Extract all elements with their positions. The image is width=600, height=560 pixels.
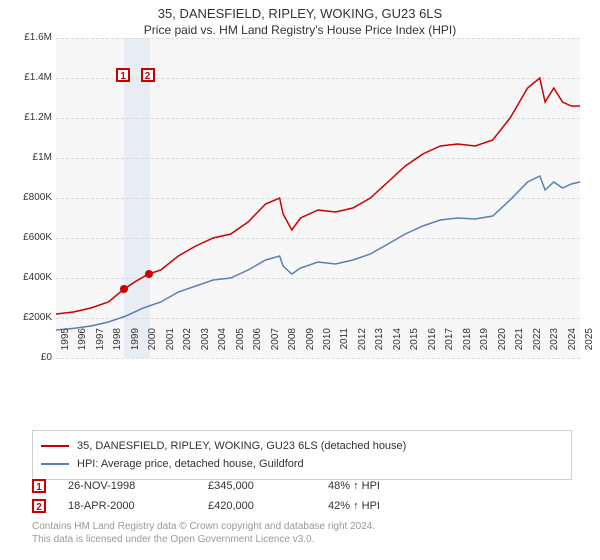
legend-label-hpi: HPI: Average price, detached house, Guil… [77, 455, 304, 473]
legend: 35, DANESFIELD, RIPLEY, WOKING, GU23 6LS… [32, 430, 572, 480]
legend-swatch-paid [41, 445, 69, 447]
sale-marker-icon: 2 [32, 499, 46, 513]
footer-line: This data is licensed under the Open Gov… [32, 533, 572, 546]
chart: £0£200K£400K£600K£800K£1M£1.2M£1.4M£1.6M… [0, 38, 600, 398]
sale-hpi: 48% ↑ HPI [328, 480, 438, 492]
sale-price: £420,000 [208, 500, 328, 512]
sale-date: 18-APR-2000 [68, 500, 208, 512]
y-axis-label: £600K [0, 232, 52, 243]
x-axis-label: 2008 [287, 328, 298, 362]
sale-price: £345,000 [208, 480, 328, 492]
y-axis-label: £1.2M [0, 112, 52, 123]
x-axis-label: 2023 [549, 328, 560, 362]
footer: Contains HM Land Registry data © Crown c… [32, 520, 572, 546]
x-axis-label: 2012 [357, 328, 368, 362]
x-axis-label: 2024 [567, 328, 578, 362]
sale-dot [120, 285, 128, 293]
x-axis-label: 1999 [130, 328, 141, 362]
y-axis-label: £1.4M [0, 72, 52, 83]
x-axis-label: 2011 [339, 328, 350, 362]
x-axis-label: 1995 [60, 328, 71, 362]
sale-table: 1 26-NOV-1998 £345,000 48% ↑ HPI 2 18-AP… [32, 476, 572, 516]
x-axis-label: 2005 [235, 328, 246, 362]
x-axis-label: 2015 [409, 328, 420, 362]
x-axis-label: 2016 [427, 328, 438, 362]
x-axis-label: 2018 [462, 328, 473, 362]
x-axis-label: 2020 [497, 328, 508, 362]
x-axis-label: 2022 [532, 328, 543, 362]
x-axis-label: 2025 [584, 328, 595, 362]
chart-title: 35, DANESFIELD, RIPLEY, WOKING, GU23 6LS [0, 6, 600, 21]
x-axis-label: 2001 [165, 328, 176, 362]
legend-item-paid: 35, DANESFIELD, RIPLEY, WOKING, GU23 6LS… [41, 437, 563, 455]
legend-swatch-hpi [41, 463, 69, 465]
series-line-paid [56, 78, 580, 314]
series-line-hpi [56, 176, 580, 330]
sale-hpi: 42% ↑ HPI [328, 500, 438, 512]
y-axis-label: £200K [0, 312, 52, 323]
sale-marker-box: 2 [141, 68, 155, 82]
y-axis-label: £800K [0, 192, 52, 203]
x-axis-label: 1996 [77, 328, 88, 362]
plot-area: 12 [56, 38, 580, 358]
y-axis-label: £1M [0, 152, 52, 163]
y-axis-label: £400K [0, 272, 52, 283]
x-axis-label: 2002 [182, 328, 193, 362]
x-axis-label: 2021 [514, 328, 525, 362]
chart-subtitle: Price paid vs. HM Land Registry's House … [0, 23, 600, 37]
legend-label-paid: 35, DANESFIELD, RIPLEY, WOKING, GU23 6LS… [77, 437, 406, 455]
legend-item-hpi: HPI: Average price, detached house, Guil… [41, 455, 563, 473]
x-axis-label: 2000 [147, 328, 158, 362]
footer-line: Contains HM Land Registry data © Crown c… [32, 520, 572, 533]
x-axis-label: 2017 [444, 328, 455, 362]
x-axis-label: 2006 [252, 328, 263, 362]
x-axis-label: 2004 [217, 328, 228, 362]
sale-dot [145, 270, 153, 278]
sale-date: 26-NOV-1998 [68, 480, 208, 492]
x-axis-label: 2019 [479, 328, 490, 362]
sale-marker-icon: 1 [32, 479, 46, 493]
x-axis-label: 1998 [112, 328, 123, 362]
y-axis-label: £0 [0, 352, 52, 363]
x-axis-label: 2010 [322, 328, 333, 362]
plot-svg [56, 38, 580, 358]
sale-marker-box: 1 [116, 68, 130, 82]
x-axis-label: 1997 [95, 328, 106, 362]
y-axis-label: £1.6M [0, 32, 52, 43]
x-axis-label: 2007 [270, 328, 281, 362]
x-axis-label: 2009 [305, 328, 316, 362]
sale-row: 2 18-APR-2000 £420,000 42% ↑ HPI [32, 496, 572, 516]
x-axis-label: 2014 [392, 328, 403, 362]
sale-row: 1 26-NOV-1998 £345,000 48% ↑ HPI [32, 476, 572, 496]
x-axis-label: 2003 [200, 328, 211, 362]
chart-titles: 35, DANESFIELD, RIPLEY, WOKING, GU23 6LS… [0, 0, 600, 37]
x-axis-label: 2013 [374, 328, 385, 362]
